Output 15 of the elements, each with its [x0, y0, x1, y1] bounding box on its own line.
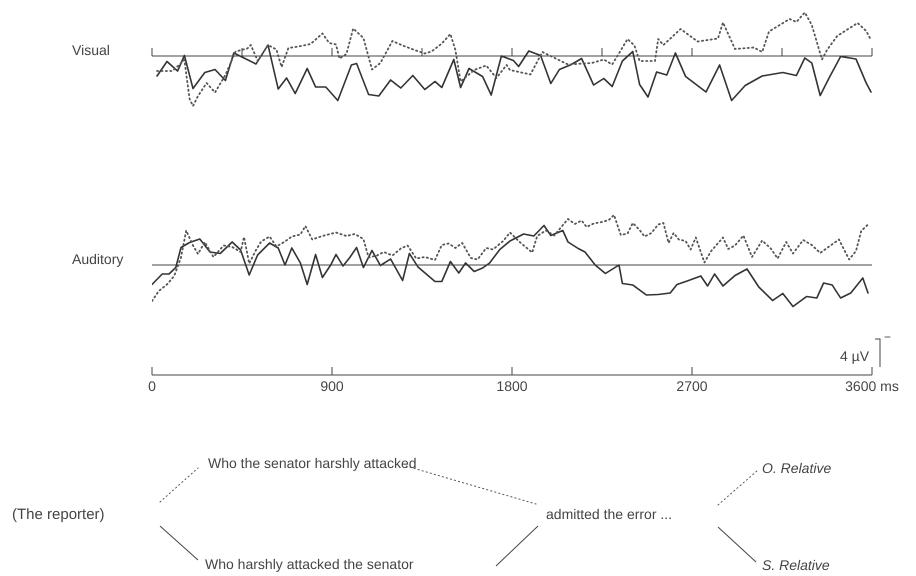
x-tick-label: 2700 — [676, 378, 708, 394]
text: Auditory — [72, 251, 124, 267]
text: − — [884, 330, 892, 344]
text: 4 µV — [840, 348, 870, 364]
x-tick-label: 3600 ms — [845, 378, 899, 394]
text: S. Relative — [762, 557, 830, 573]
text: O. Relative — [762, 460, 832, 476]
text: admitted the error ... — [546, 506, 672, 522]
text: Who harshly attacked the senator — [205, 556, 414, 572]
text: (The reporter) — [12, 506, 105, 523]
text: Who the senator harshly attacked — [208, 455, 417, 471]
text: Visual — [72, 42, 110, 58]
x-tick-label: 0 — [148, 378, 156, 394]
x-tick-label: 900 — [320, 378, 344, 394]
x-tick-label: 1800 — [496, 378, 528, 394]
